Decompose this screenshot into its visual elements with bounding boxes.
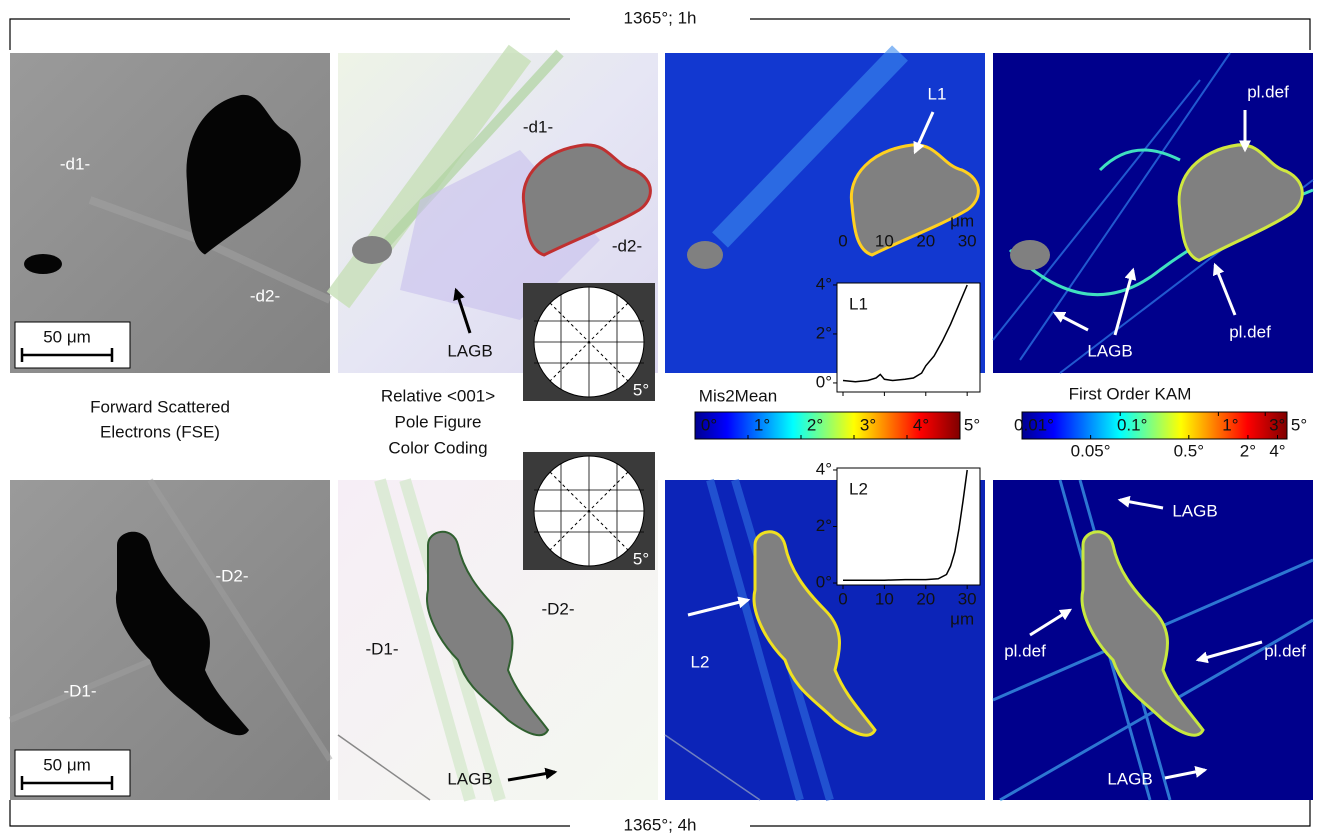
- scale-bar-label: 50 μm: [43, 327, 91, 346]
- annotation: pl.def: [1004, 641, 1046, 660]
- plot-name: L2: [849, 479, 868, 498]
- x-tick-label: 30: [958, 231, 977, 250]
- colorbar-tick-label: 5°: [964, 415, 980, 434]
- grain-label: -d2-: [250, 286, 280, 305]
- y-tick-label: 2°: [816, 323, 832, 342]
- colorbar-tick-label: 0.5°: [1174, 441, 1204, 460]
- colorbar-tick-label: 3°: [860, 415, 876, 434]
- x-tick-label: 20: [916, 231, 935, 250]
- inset-label: 5°: [633, 549, 649, 568]
- colorbar-tick-label: 3°: [1269, 415, 1285, 434]
- fse-4h: 50 μm -D2- -D1-: [10, 480, 330, 800]
- scale-bar-label: 50 μm: [43, 755, 91, 774]
- annotation: LAGB: [1107, 769, 1152, 788]
- annotation: L2: [691, 652, 710, 671]
- x-axis-label: μm: [950, 211, 974, 230]
- annotation: pl.def: [1247, 82, 1289, 101]
- kam-1h: pl.def LAGB pl.def: [993, 53, 1313, 373]
- grain-label: -D1-: [365, 639, 398, 658]
- figure: 1365°; 1h 1365°; 4h 50 μm -d1- -d2- -d1-…: [0, 0, 1320, 835]
- y-tick-label: 4°: [816, 459, 832, 478]
- inset-label: 5°: [633, 380, 649, 399]
- y-tick-label: 4°: [816, 274, 832, 293]
- x-tick-label: 0: [838, 589, 847, 608]
- kam-4h: LAGB pl.def pl.def LAGB: [993, 480, 1313, 800]
- y-tick-label: 2°: [816, 516, 832, 535]
- annotation: LAGB: [1087, 341, 1132, 360]
- colorbar-tick-label: 0.1°: [1117, 415, 1147, 434]
- x-tick-label: 0: [838, 231, 847, 250]
- caption: Electrons (FSE): [100, 422, 220, 441]
- pole-figure-inset: 5°: [523, 283, 655, 401]
- caption: Forward Scattered: [90, 397, 230, 416]
- colorbar-tick-label: 5°: [1291, 415, 1307, 434]
- title-bottom: 1365°; 4h: [624, 815, 697, 834]
- y-tick-label: 0°: [816, 372, 832, 391]
- colorbar-tick-label: 0.05°: [1071, 441, 1111, 460]
- x-tick-label: 10: [875, 589, 894, 608]
- title-top: 1365°; 1h: [624, 8, 697, 27]
- ellipse-shape: [352, 236, 392, 264]
- x-tick-label: 10: [875, 231, 894, 250]
- plot-name: L1: [849, 294, 868, 313]
- colorbar-tick-label: 4°: [1269, 441, 1285, 460]
- annotation: pl.def: [1229, 322, 1271, 341]
- grain-label: -D2-: [215, 566, 248, 585]
- colorbar: [1022, 412, 1287, 439]
- fse-1h: 50 μm -d1- -d2-: [10, 53, 330, 373]
- colorbar-title: First Order KAM: [1069, 384, 1192, 403]
- x-axis-label: μm: [950, 609, 974, 628]
- grain-label: -D1-: [63, 681, 96, 700]
- annotation: LAGB: [1172, 501, 1217, 520]
- colorbar-tick-label: 0°: [701, 415, 717, 434]
- x-tick-label: 30: [958, 589, 977, 608]
- colorbar-tick-label: 2°: [807, 415, 823, 434]
- ellipse-shape: [1010, 240, 1050, 270]
- ellipse-shape: [24, 254, 62, 274]
- caption: Relative <001>: [381, 386, 495, 405]
- annotation: LAGB: [447, 769, 492, 788]
- ellipse-shape: [687, 241, 723, 269]
- grain-label: -d1-: [523, 117, 553, 136]
- grain-label: -d1-: [60, 154, 90, 173]
- y-tick-label: 0°: [816, 573, 832, 592]
- annotation: pl.def: [1264, 641, 1306, 660]
- pole-figure-inset: 5°: [523, 452, 655, 570]
- colorbar-tick-label: 1°: [1222, 415, 1238, 434]
- annotation: LAGB: [447, 341, 492, 360]
- grain-label: -D2-: [541, 599, 574, 618]
- colorbar-title: Mis2Mean: [699, 386, 777, 405]
- colorbar-tick-label: 4°: [913, 415, 929, 434]
- colorbar-tick-label: 0.01°: [1014, 415, 1054, 434]
- colorbar-tick-label: 1°: [754, 415, 770, 434]
- x-tick-label: 20: [916, 589, 935, 608]
- grain-label: -d2-: [612, 236, 642, 255]
- colorbar-tick-label: 2°: [1240, 441, 1256, 460]
- annotation: L1: [928, 84, 947, 103]
- caption: Color Coding: [388, 438, 487, 457]
- caption: Pole Figure: [395, 412, 482, 431]
